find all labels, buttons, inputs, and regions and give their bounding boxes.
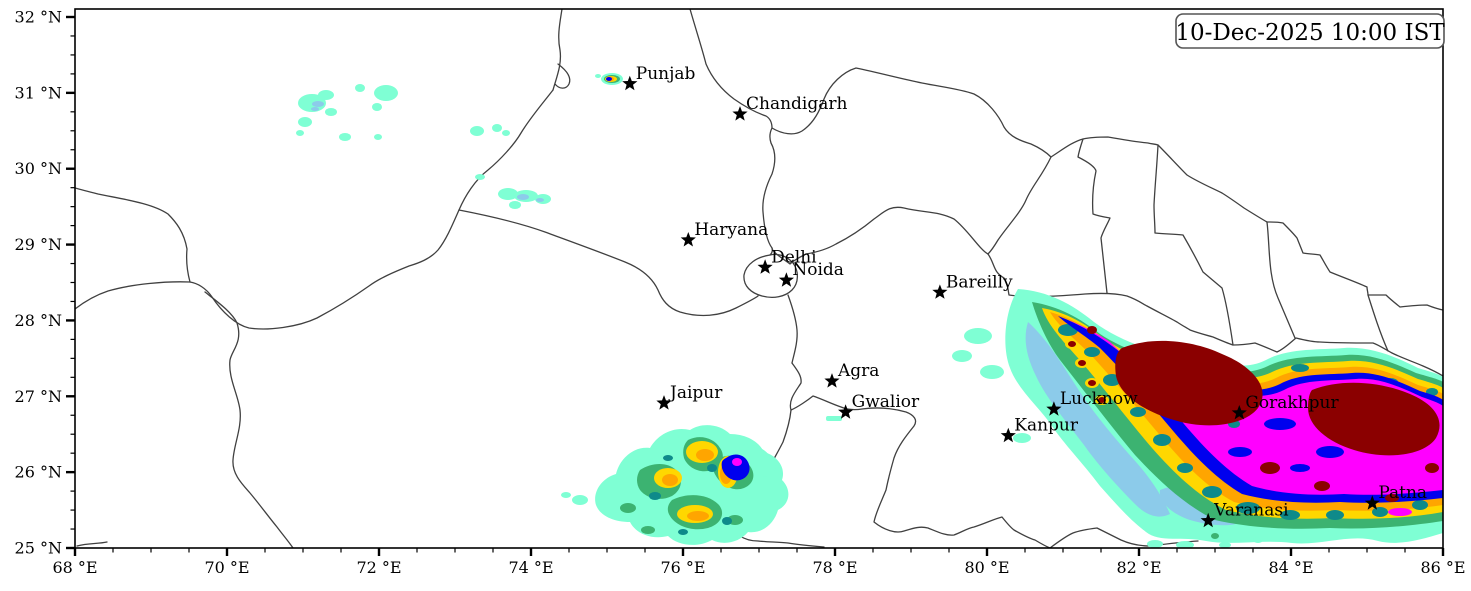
boundary-himachal	[689, 9, 773, 129]
contour-level-darkred	[1068, 326, 1440, 502]
city-marker-punjab	[622, 75, 638, 91]
timestamp-box: 10-Dec-2025 10:00 IST	[1175, 13, 1445, 49]
city-marker-varanasi	[1200, 512, 1216, 528]
city-marker-noida	[778, 272, 794, 287]
city-marker-gorakhpur	[1231, 405, 1247, 420]
city-label-delhi: Delhi	[771, 247, 817, 267]
y-tick-label: 26 °N	[15, 463, 62, 482]
city-label-bareilly: Bareilly	[946, 272, 1013, 292]
x-tick-label: 78 °E	[812, 558, 857, 577]
timestamp-label: 10-Dec-2025 10:00 IST	[1175, 20, 1445, 46]
punjab-spot-blue	[606, 77, 612, 81]
fog-contours	[296, 73, 1443, 548]
boundary-pak-border	[189, 89, 554, 330]
boundary-rajasthan-haryana	[458, 209, 759, 317]
city-label-lucknow: Lucknow	[1060, 389, 1138, 409]
city-label-agra: Agra	[837, 361, 879, 381]
city-marker-bareilly	[932, 284, 948, 299]
city-marker-jaipur	[656, 395, 672, 410]
city-label-punjab: Punjab	[636, 64, 696, 84]
city-marker-agra	[824, 373, 840, 388]
southwest-blob-magenta-dot	[732, 458, 742, 466]
x-tick-label: 68 °E	[52, 558, 97, 577]
darkred-core-east	[1308, 382, 1440, 456]
city-label-jaipur: Jaipur	[668, 383, 723, 403]
northwest-speckles	[296, 84, 551, 209]
city-label-gorakhpur: Gorakhpur	[1245, 393, 1339, 413]
boundary-pak-border-north	[552, 9, 563, 91]
contour-blue-islands	[1228, 418, 1370, 472]
boundary-bottomleft-dash	[76, 541, 108, 547]
city-label-patna: Patna	[1378, 483, 1427, 503]
city-marker-chandigarh	[732, 106, 748, 121]
x-tick-label: 70 °E	[204, 558, 249, 577]
x-tick-label: 80 °E	[964, 558, 1009, 577]
darkred-core-west	[1115, 340, 1263, 426]
city-label-chandigarh: Chandigarh	[746, 94, 848, 114]
y-tick-label: 30 °N	[15, 159, 62, 178]
gwalior-spot	[826, 416, 842, 421]
y-tick-label: 27 °N	[15, 387, 62, 406]
city-label-noida: Noida	[792, 260, 844, 280]
southwest-blob-blue-core	[721, 454, 750, 481]
boundary-nepal-division-2	[1153, 144, 1234, 346]
x-tick-label: 76 °E	[660, 558, 705, 577]
main-band-skyblue	[1025, 322, 1170, 517]
boundary-nepal-south	[987, 253, 1443, 377]
boundary-chambal-up-mp	[789, 362, 1199, 548]
city-marker-gwalior	[838, 404, 854, 419]
boundary-nepal-division-1	[1077, 138, 1111, 294]
boundary-punjab-squiggle	[554, 63, 571, 89]
city-label-varanasi: Varanasi	[1213, 501, 1289, 521]
x-tick-label: 74 °E	[508, 558, 553, 577]
city-marker-kanpur	[1000, 427, 1016, 443]
timestamp-frame	[1175, 13, 1445, 49]
y-tick-label: 25 °N	[15, 539, 62, 558]
x-tick-label: 84 °E	[1268, 558, 1313, 577]
city-label-gwalior: Gwalior	[852, 392, 920, 412]
y-tick-label: 28 °N	[15, 311, 62, 330]
y-tick-label: 31 °N	[15, 83, 62, 102]
boundary-himalaya-ridge	[1050, 136, 1443, 311]
city-label-kanpur: Kanpur	[1014, 416, 1079, 436]
plot-frame	[74, 8, 1444, 549]
city-marker-patna	[1364, 495, 1380, 510]
x-tick-label: 86 °E	[1420, 558, 1465, 577]
x-tick-label: 72 °E	[356, 558, 401, 577]
y-tick-label: 29 °N	[15, 235, 62, 254]
city-marker-lucknow	[1046, 401, 1062, 416]
boundary-yamuna-south	[787, 294, 798, 364]
boundary-junction-north	[75, 187, 191, 283]
boundary-nepal-division-3	[1266, 221, 1296, 339]
y-tick-label: 32 °N	[15, 8, 62, 27]
city-marker-haryana	[680, 232, 696, 247]
boundary-nepal-division-4	[1367, 294, 1389, 352]
boundary-junction-south	[204, 291, 294, 548]
boundary-delhi-stem	[769, 247, 774, 256]
city-label-haryana: Haryana	[694, 220, 768, 240]
boundary-delhi	[743, 253, 799, 298]
boundary-junction-west	[75, 281, 191, 310]
city-marker-delhi	[757, 259, 773, 274]
x-tick-label: 82 °E	[1116, 558, 1161, 577]
